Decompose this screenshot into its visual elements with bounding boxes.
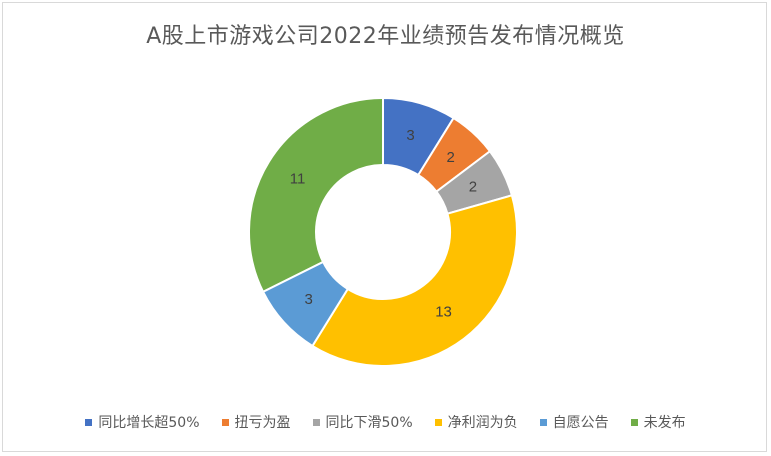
chart-frame xyxy=(2,2,767,452)
data-label: 3 xyxy=(305,291,313,308)
legend-item: 同比增长超50% xyxy=(85,412,200,432)
legend-swatch xyxy=(221,418,229,426)
legend-label: 扭亏为盈 xyxy=(234,415,291,431)
legend-swatch xyxy=(630,418,638,426)
legend-item: 未发布 xyxy=(630,412,686,432)
chart-title: A股上市游戏公司2022年业绩预告发布情况概览 xyxy=(146,24,625,49)
legend-label: 同比增长超50% xyxy=(98,415,200,431)
data-labels: 3 22 13 3 11 xyxy=(290,127,477,321)
legend: 同比增长超50% 扭亏为盈 同比下滑50% 净利润为负 自愿公告 未发布 xyxy=(0,412,771,432)
legend-item: 净利润为负 xyxy=(434,412,518,432)
data-label: 2 xyxy=(469,179,477,196)
legend-label: 同比下滑50% xyxy=(325,415,413,431)
legend-swatch xyxy=(312,418,320,426)
legend-label: 净利润为负 xyxy=(447,415,518,431)
legend-swatch xyxy=(434,418,442,426)
data-label: 3 xyxy=(406,127,414,144)
legend-swatch xyxy=(85,418,93,426)
data-label: 11 xyxy=(290,171,306,188)
donut-slices xyxy=(248,96,518,367)
data-label: 13 xyxy=(435,304,452,321)
legend-swatch xyxy=(539,418,547,426)
legend-label: 未发布 xyxy=(643,415,686,431)
data-label: 2 xyxy=(447,149,455,166)
donut-slice xyxy=(248,96,384,294)
legend-label: 自愿公告 xyxy=(552,415,609,431)
legend-item: 自愿公告 xyxy=(539,412,609,432)
legend-item: 扭亏为盈 xyxy=(221,412,291,432)
donut-slice xyxy=(311,194,518,367)
legend-item: 同比下滑50% xyxy=(312,412,413,432)
